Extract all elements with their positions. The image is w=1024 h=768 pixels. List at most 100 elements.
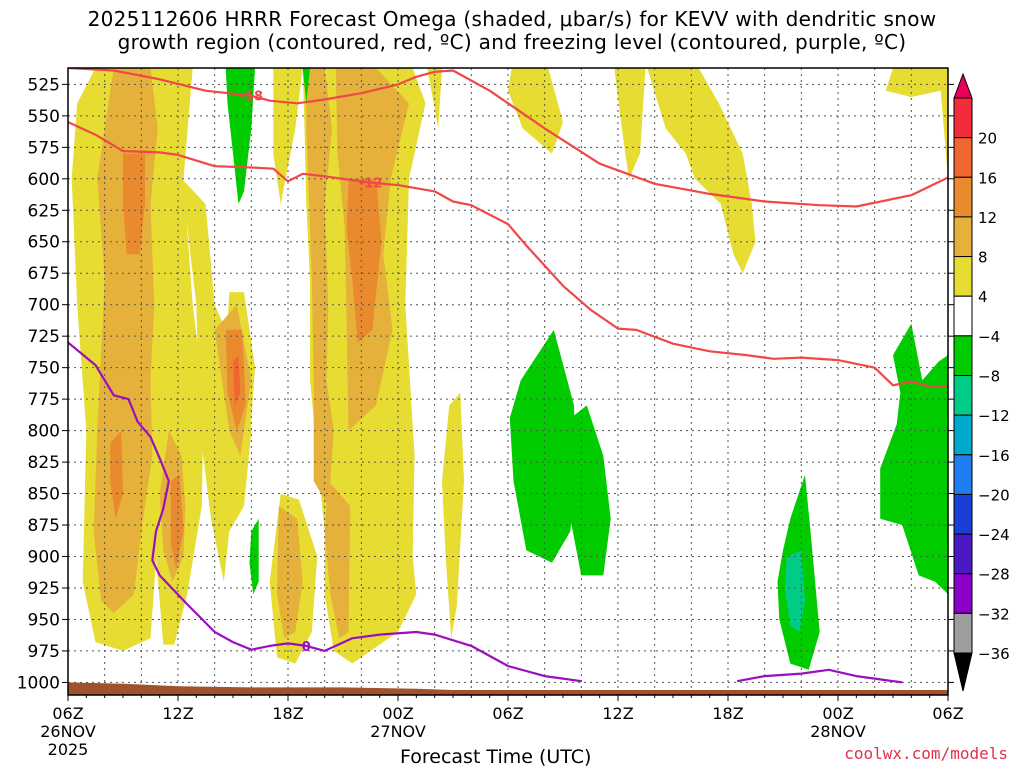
colorbar-box <box>953 493 973 535</box>
terrain <box>68 682 948 695</box>
plot-area: -18 -12 0 <box>68 68 948 695</box>
x-tick-label: 06Z <box>52 704 83 723</box>
x-tick-date-label: 26NOV <box>40 722 96 741</box>
colorbar-box <box>953 295 973 337</box>
x-tick-year-label: 2025 <box>48 740 89 759</box>
y-tick-label: 550 <box>28 107 60 127</box>
omega-region-4-8-13 <box>885 68 948 179</box>
contour-line-3 <box>68 341 582 683</box>
colorbar-label: 16 <box>978 169 997 187</box>
y-tick-label: 525 <box>28 75 60 95</box>
colorbar-box <box>953 533 973 575</box>
chart-title-line-2: growth region (contoured, red, ºC) and f… <box>117 30 907 54</box>
omega-region-4-8-3 <box>181 178 252 582</box>
colorbar-box <box>953 256 973 297</box>
y-tick-label: 650 <box>28 233 60 253</box>
y-axis: 525 550 575 600 625 650 675 700 725 750 775 800 825 8… <box>17 75 954 693</box>
x-tick-date-label: 28NOV <box>810 722 866 741</box>
x-tick-label: 18Z <box>712 704 743 723</box>
y-tick-label: 825 <box>28 453 60 473</box>
omega-region-neg-4-8-7 <box>880 323 948 595</box>
y-tick-label: 575 <box>28 138 60 158</box>
omega-region-4-8-10 <box>508 68 563 154</box>
colorbar-label: −12 <box>978 407 1010 425</box>
colorbar-label: 4 <box>978 288 988 306</box>
y-tick-label: 1000 <box>17 673 60 693</box>
y-tick-label: 625 <box>28 201 60 221</box>
colorbar-label: −20 <box>978 486 1010 504</box>
contour-line-4 <box>736 668 903 684</box>
colorbar-bottom-arrow <box>953 652 973 692</box>
grid-lines <box>68 68 948 695</box>
y-tick-label: 775 <box>28 390 60 410</box>
contour-label: 0 <box>302 640 311 655</box>
colorbar-box <box>953 137 973 178</box>
y-tick-label: 750 <box>28 359 60 379</box>
contour-lines: -18 -12 0 <box>68 68 948 684</box>
colorbar-label: −32 <box>978 605 1010 623</box>
colorbar-box <box>953 454 973 495</box>
x-tick-label: 00Z <box>382 704 413 723</box>
chart-title-line-1: 2025112606 HRRR Forecast Omega (shaded, … <box>87 7 937 31</box>
x-tick-date-label: 27NOV <box>370 722 426 741</box>
y-tick-label: 925 <box>28 579 60 599</box>
x-tick-label: 18Z <box>272 704 303 723</box>
terrain-surface <box>68 682 948 695</box>
y-tick-label: 975 <box>28 642 60 662</box>
colorbar-label: −36 <box>978 645 1010 663</box>
colorbar-label: −28 <box>978 566 1010 584</box>
omega-region-neg-4-8-5 <box>563 405 611 576</box>
colorbar-box <box>953 176 973 218</box>
colorbar-box <box>953 612 973 654</box>
x-tick-label: 12Z <box>162 704 193 723</box>
omega-region-4-8-2 <box>137 68 204 645</box>
omega-region-4-8-12 <box>647 68 756 274</box>
omega-region-neg-8-12-1 <box>784 550 805 632</box>
chart-title: 2025112606 HRRR Forecast Omega (shaded, … <box>0 8 1024 54</box>
colorbar-box <box>953 573 973 614</box>
contour-label: -18 <box>240 90 264 105</box>
colorbar-box <box>953 216 973 258</box>
colorbar-box <box>953 97 973 139</box>
omega-region-8-12-7 <box>324 481 351 639</box>
colorbar-box <box>953 414 973 456</box>
y-tick-label: 950 <box>28 610 60 630</box>
colorbar-label: 8 <box>978 249 988 267</box>
credit-text: coolwx.com/models <box>844 744 1008 763</box>
y-tick-label: 675 <box>28 264 60 284</box>
omega-region-neg-4-8-4 <box>509 329 576 563</box>
y-tick-label: 600 <box>28 170 60 190</box>
omega-region-4-8-11 <box>614 68 646 179</box>
x-tick-label: 12Z <box>602 704 633 723</box>
x-tick-label: 06Z <box>492 704 523 723</box>
colorbar-label: 12 <box>978 209 997 227</box>
omega-region-12-16-3 <box>170 474 184 570</box>
omega-region-neg-4-8-3 <box>302 68 310 104</box>
colorbar: 20 16 12 8 4 −4 −8 −12 −16 −20 −24 −28 −32 −36 <box>953 72 1010 692</box>
omega-region-neg-4-8-1 <box>225 68 255 204</box>
y-tick-label: 900 <box>28 548 60 568</box>
omega-region-12-16-5 <box>346 178 382 343</box>
omega-region-4-8-9 <box>442 392 464 639</box>
colorbar-label: −8 <box>978 368 1000 386</box>
contour-line-1 <box>68 68 948 208</box>
y-tick-label: 725 <box>28 327 60 347</box>
x-axis-title: Forecast Time (UTC) <box>400 746 592 768</box>
contour-line-2 <box>68 121 948 388</box>
colorbar-box <box>953 375 973 416</box>
omega-shading <box>71 68 948 670</box>
omega-region-12-16-2 <box>110 430 123 519</box>
omega-region-8-12-4 <box>277 506 303 639</box>
y-tick-label: 700 <box>28 296 60 316</box>
colorbar-label: −4 <box>978 328 1000 346</box>
colorbar-label: 20 <box>978 130 997 148</box>
contour-label: -12 <box>359 177 383 192</box>
colorbar-top-arrow <box>953 72 973 99</box>
omega-region-16-20-1 <box>233 355 241 406</box>
colorbar-label: −16 <box>978 447 1010 465</box>
y-tick-label: 875 <box>28 516 60 536</box>
x-tick-label: 06Z <box>932 704 963 723</box>
colorbar-label: −24 <box>978 526 1010 544</box>
